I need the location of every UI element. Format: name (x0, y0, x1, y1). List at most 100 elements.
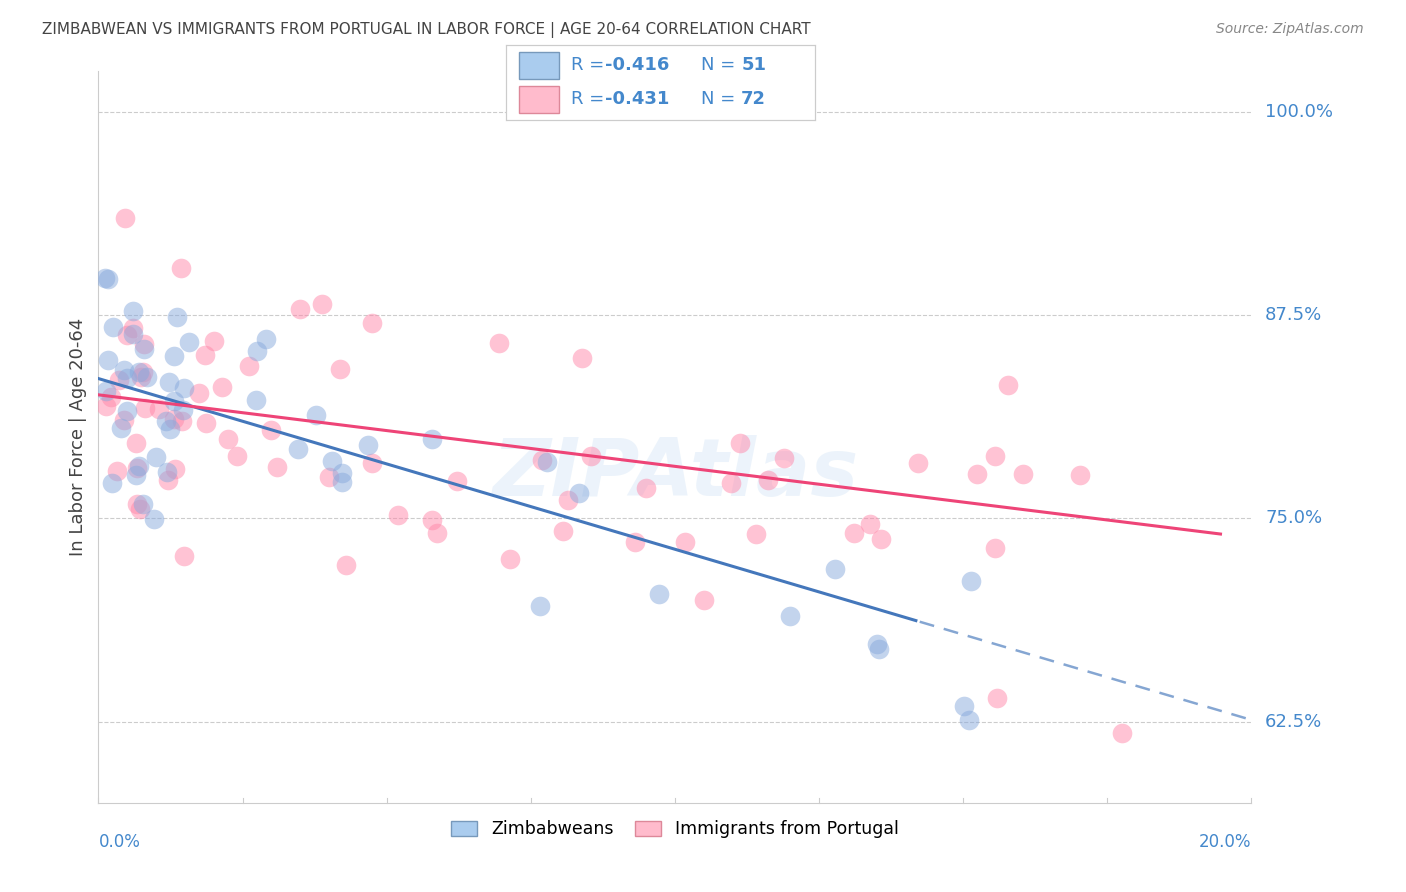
Point (112, 363, 135, 377)
Point (105, 464, 128, 478)
Point (170, 414, 193, 428)
Text: 75.0%: 75.0% (1265, 509, 1322, 527)
Point (529, 599, 551, 614)
Point (173, 381, 195, 395)
Point (122, 303, 145, 318)
Point (163, 394, 186, 409)
Point (163, 350, 186, 364)
Point (173, 549, 195, 563)
Point (238, 359, 260, 374)
Y-axis label: In Labor Force | Age 20-64: In Labor Force | Age 20-64 (69, 318, 87, 557)
Point (170, 260, 193, 275)
Point (870, 532, 893, 546)
Point (129, 502, 152, 516)
Point (960, 574, 983, 589)
Point (121, 320, 143, 334)
Point (159, 422, 181, 436)
Point (859, 516, 882, 531)
Point (957, 713, 980, 727)
Point (217, 432, 239, 446)
Point (673, 535, 696, 549)
Point (536, 455, 558, 469)
Point (156, 465, 179, 479)
Point (311, 297, 333, 311)
Point (305, 409, 328, 423)
Point (125, 468, 148, 483)
Point (211, 380, 233, 394)
Point (329, 361, 352, 376)
Point (245, 393, 267, 408)
Point (108, 373, 131, 387)
Legend: Zimbabweans, Immigrants from Portugal: Zimbabweans, Immigrants from Portugal (444, 814, 905, 846)
Point (100, 391, 122, 405)
Point (426, 525, 449, 540)
Point (636, 481, 658, 495)
Point (194, 417, 217, 431)
Point (112, 413, 135, 427)
Point (952, 699, 974, 714)
Point (361, 456, 384, 470)
Point (499, 551, 522, 566)
Point (226, 449, 249, 463)
Point (728, 436, 751, 450)
Text: ZIMBABWEAN VS IMMIGRANTS FROM PORTUGAL IN LABOR FORCE | AGE 20-64 CORRELATION CH: ZIMBABWEAN VS IMMIGRANTS FROM PORTUGAL I… (42, 22, 811, 38)
Point (983, 449, 1005, 463)
Point (1069, 467, 1091, 482)
Point (254, 332, 277, 346)
Point (387, 508, 409, 522)
Point (129, 369, 152, 384)
Point (117, 371, 139, 385)
Point (145, 450, 167, 464)
Point (114, 211, 136, 225)
Point (132, 497, 155, 511)
Point (745, 526, 768, 541)
Point (134, 342, 156, 356)
Point (997, 378, 1019, 392)
Text: 0.0%: 0.0% (98, 833, 141, 851)
Point (824, 562, 846, 576)
Point (357, 438, 380, 452)
Point (868, 642, 890, 657)
Point (335, 558, 357, 573)
Point (290, 301, 312, 316)
Point (143, 512, 166, 526)
Point (157, 375, 180, 389)
Text: N =: N = (702, 56, 741, 74)
Point (128, 365, 150, 379)
Point (557, 492, 579, 507)
Point (1111, 726, 1133, 740)
Point (984, 541, 1007, 555)
Point (110, 421, 132, 435)
Point (579, 449, 602, 463)
Point (246, 343, 269, 358)
Point (1012, 467, 1035, 481)
Text: Source: ZipAtlas.com: Source: ZipAtlas.com (1216, 22, 1364, 37)
Point (94, 399, 117, 413)
Point (772, 450, 794, 465)
Point (553, 524, 575, 538)
Point (420, 513, 443, 527)
Point (986, 691, 1008, 706)
Text: R =: R = (571, 56, 610, 74)
Point (125, 460, 148, 475)
Bar (519, 87, 558, 112)
Point (844, 526, 866, 541)
Point (97, 272, 120, 286)
Point (318, 469, 340, 483)
Point (134, 401, 156, 416)
Point (94, 270, 117, 285)
Text: 62.5%: 62.5% (1265, 713, 1323, 731)
Text: 100.0%: 100.0% (1265, 103, 1333, 121)
Point (779, 608, 801, 623)
Point (194, 348, 217, 362)
Text: 87.5%: 87.5% (1265, 306, 1323, 324)
Point (287, 442, 309, 456)
Point (172, 402, 194, 417)
Point (132, 336, 155, 351)
Point (125, 436, 148, 450)
Point (100, 475, 122, 490)
Point (648, 587, 671, 601)
Point (177, 335, 200, 350)
Point (155, 414, 177, 428)
Point (866, 637, 889, 651)
